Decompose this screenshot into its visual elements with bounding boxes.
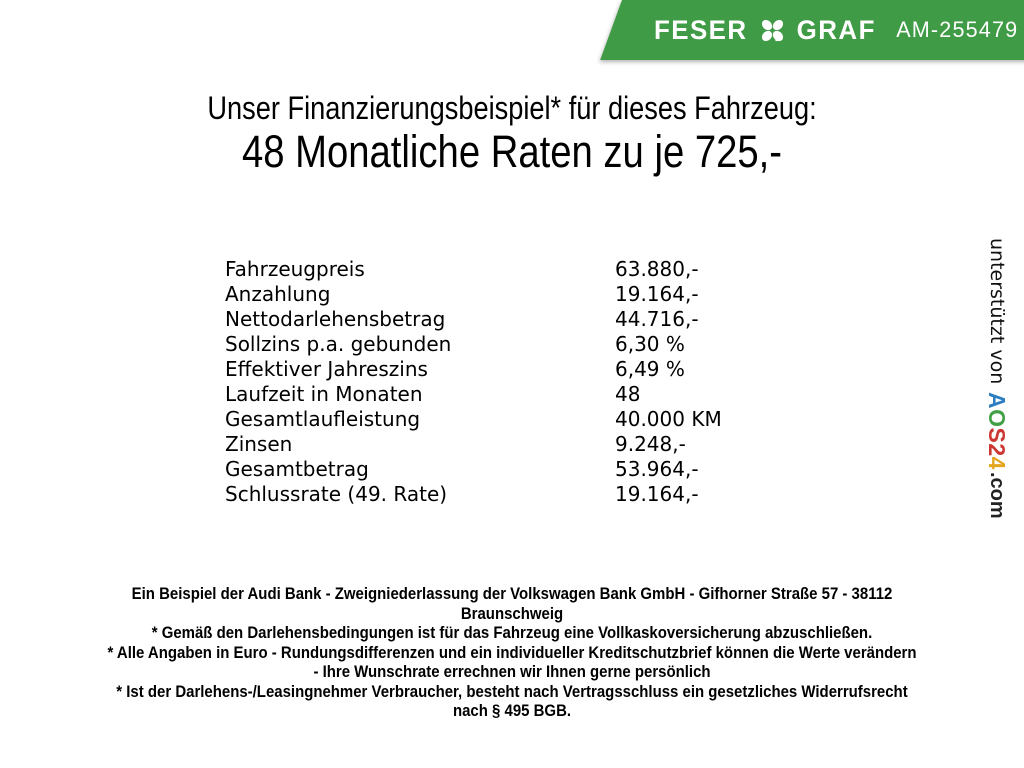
row-value: 40.000 KM <box>615 407 722 431</box>
row-value: 19.164,- <box>615 282 699 306</box>
table-row: Schlussrate (49. Rate) 19.164,- <box>225 482 722 507</box>
row-value: 19.164,- <box>615 482 699 506</box>
row-value: 44.716,- <box>615 307 699 331</box>
finance-example-title: Unser Finanzierungsbeispiel* für dieses … <box>207 90 817 126</box>
logo-letter: 2 <box>984 443 1010 457</box>
row-label: Sollzins p.a. gebunden <box>225 332 452 356</box>
finance-table: Fahrzeugpreis 63.880,- Anzahlung 19.164,… <box>225 257 722 507</box>
aos24-logo: AOS24 <box>984 392 1010 470</box>
disclaimer-block: Ein Beispiel der Audi Bank - Zweignieder… <box>0 584 1024 721</box>
row-value: 6,49 % <box>615 357 685 381</box>
row-label: Zinsen <box>225 432 293 456</box>
disclaimer-line: Ein Beispiel der Audi Bank - Zweignieder… <box>131 584 893 603</box>
four-leaf-clover-icon <box>761 19 783 41</box>
row-label: Gesamtbetrag <box>225 457 369 481</box>
row-value: 63.880,- <box>615 257 699 281</box>
support-badge: unterstützt von AOS24.com <box>983 238 1010 538</box>
table-row: Effektiver Jahreszins 6,49 % <box>225 357 722 382</box>
row-label: Effektiver Jahreszins <box>225 357 428 381</box>
logo-letter: A <box>984 392 1010 410</box>
table-row: Gesamtbetrag 53.964,- <box>225 457 722 482</box>
disclaimer-line: nach § 495 BGB. <box>452 701 572 720</box>
table-row: Anzahlung 19.164,- <box>225 282 722 307</box>
disclaimer-line: * Gemäß den Darlehensbedingungen ist für… <box>151 623 873 642</box>
vehicle-ref-number: AM-255479 <box>896 17 1019 42</box>
table-row: Gesamtlaufleistung 40.000 KM <box>225 407 722 432</box>
table-row: Fahrzeugpreis 63.880,- <box>225 257 722 282</box>
row-label: Gesamtlaufleistung <box>225 407 421 431</box>
logo-letter: 4 <box>984 456 1010 471</box>
brand-word-graf: GRAF <box>796 14 876 45</box>
disclaimer-line: - Ihre Wunschrate errechnen wir Ihnen ge… <box>313 662 711 681</box>
monthly-rate-title: 48 Monatliche Raten zu je 725,- <box>241 126 783 177</box>
disclaimer-line: Braunschweig <box>460 603 564 623</box>
support-badge-prefix: unterstützt von <box>986 238 1008 385</box>
row-label: Nettodarlehensbetrag <box>225 307 446 331</box>
row-label: Fahrzeugpreis <box>225 257 365 281</box>
dealer-logo: FESER GRAF AM-255479 <box>652 0 1020 60</box>
disclaimer-line: * Alle Angaben in Euro - Rundungsdiffere… <box>107 642 917 662</box>
row-value: 53.964,- <box>615 457 699 481</box>
table-row: Nettodarlehensbetrag 44.716,- <box>225 307 722 332</box>
table-row: Laufzeit in Monaten 48 <box>225 382 722 407</box>
row-value: 9.248,- <box>615 432 686 456</box>
brand-word-feser: FESER <box>653 14 748 45</box>
support-badge-suffix: .com <box>986 472 1008 519</box>
logo-letter: S <box>984 427 1010 444</box>
row-label: Anzahlung <box>225 282 331 306</box>
table-row: Zinsen 9.248,- <box>225 432 722 457</box>
row-value: 48 <box>615 382 641 406</box>
disclaimer-line: * Ist der Darlehens-/Leasingnehmer Verbr… <box>116 681 908 701</box>
row-label: Laufzeit in Monaten <box>225 382 423 406</box>
row-value: 6,30 % <box>615 332 685 356</box>
heading-block: Unser Finanzierungsbeispiel* für dieses … <box>0 90 1024 177</box>
row-label: Schlussrate (49. Rate) <box>225 482 448 506</box>
logo-letter: O <box>984 409 1010 428</box>
table-row: Sollzins p.a. gebunden 6,30 % <box>225 332 722 357</box>
